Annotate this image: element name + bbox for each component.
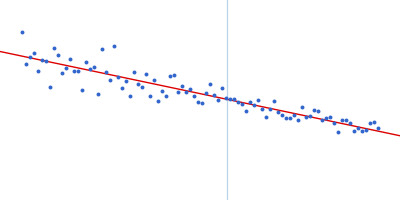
Point bbox=[43, 60, 49, 63]
Point bbox=[223, 96, 229, 99]
Point bbox=[311, 109, 317, 112]
Point bbox=[255, 98, 261, 101]
Point bbox=[215, 98, 221, 102]
Point bbox=[207, 83, 213, 86]
Point bbox=[247, 100, 253, 103]
Point bbox=[335, 130, 341, 133]
Point bbox=[227, 98, 233, 101]
Point bbox=[103, 70, 109, 73]
Point bbox=[307, 115, 313, 118]
Point bbox=[287, 116, 293, 120]
Point bbox=[327, 116, 333, 119]
Point bbox=[187, 87, 193, 90]
Point bbox=[319, 119, 325, 122]
Point bbox=[67, 57, 73, 61]
Point bbox=[143, 72, 149, 76]
Point bbox=[47, 85, 53, 89]
Point bbox=[331, 121, 337, 124]
Point bbox=[63, 66, 69, 69]
Point bbox=[55, 53, 61, 57]
Point bbox=[151, 78, 157, 81]
Point bbox=[199, 102, 205, 105]
Point bbox=[303, 116, 309, 119]
Point bbox=[71, 69, 77, 72]
Point bbox=[135, 82, 141, 85]
Point bbox=[363, 129, 369, 132]
Point bbox=[351, 129, 357, 132]
Point bbox=[35, 69, 41, 72]
Point bbox=[231, 98, 237, 101]
Point bbox=[159, 89, 165, 92]
Point bbox=[167, 74, 173, 78]
Point bbox=[95, 92, 101, 96]
Point bbox=[163, 94, 169, 97]
Point bbox=[195, 100, 201, 104]
Point bbox=[99, 48, 105, 51]
Point bbox=[355, 126, 361, 130]
Point bbox=[275, 110, 281, 114]
Point bbox=[119, 87, 125, 90]
Point bbox=[179, 84, 185, 87]
Point bbox=[127, 95, 133, 98]
Point bbox=[171, 73, 177, 76]
Point bbox=[155, 99, 161, 102]
Point bbox=[183, 90, 189, 93]
Point bbox=[115, 75, 121, 79]
Point bbox=[239, 102, 245, 106]
Point bbox=[23, 62, 29, 65]
Point bbox=[27, 56, 33, 59]
Point bbox=[235, 101, 241, 104]
Point bbox=[291, 113, 297, 117]
Point bbox=[259, 107, 265, 110]
Point bbox=[147, 94, 153, 97]
Point bbox=[367, 121, 373, 124]
Point bbox=[347, 122, 353, 125]
Point bbox=[83, 60, 89, 63]
Point bbox=[87, 67, 93, 70]
Point bbox=[323, 117, 329, 120]
Point bbox=[279, 114, 285, 117]
Point bbox=[243, 109, 249, 112]
Point bbox=[107, 79, 113, 82]
Point bbox=[371, 121, 377, 124]
Point bbox=[375, 126, 381, 129]
Point bbox=[123, 80, 129, 83]
Point bbox=[51, 47, 57, 50]
Point bbox=[19, 30, 25, 34]
Point bbox=[271, 99, 277, 102]
Point bbox=[191, 95, 197, 98]
Point bbox=[219, 87, 225, 90]
Point bbox=[283, 116, 289, 119]
Point bbox=[139, 85, 145, 89]
Point bbox=[91, 66, 97, 69]
Point bbox=[203, 91, 209, 95]
Point bbox=[299, 106, 305, 109]
Point bbox=[75, 70, 81, 73]
Point bbox=[131, 70, 137, 73]
Point bbox=[79, 88, 85, 91]
Point bbox=[263, 116, 269, 119]
Point bbox=[267, 107, 273, 110]
Point bbox=[59, 72, 65, 75]
Point bbox=[211, 94, 217, 97]
Point bbox=[343, 118, 349, 121]
Point bbox=[295, 119, 301, 122]
Point bbox=[39, 59, 45, 62]
Point bbox=[359, 129, 365, 132]
Point bbox=[175, 90, 181, 93]
Point bbox=[111, 45, 117, 48]
Point bbox=[31, 51, 37, 54]
Point bbox=[339, 119, 345, 122]
Point bbox=[251, 104, 257, 107]
Point bbox=[315, 109, 321, 112]
